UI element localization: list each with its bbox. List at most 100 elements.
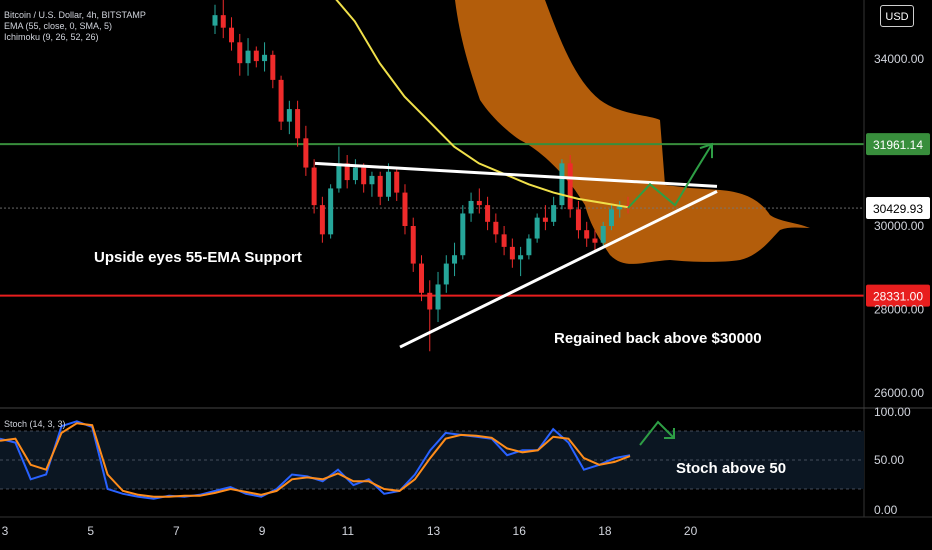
- projection-path: [627, 143, 713, 209]
- stoch-line-1: [0, 422, 631, 498]
- stoch-legend: Stoch (14, 3, 3): [4, 419, 66, 429]
- candle-body-9: [286, 109, 292, 122]
- candle-body-37: [518, 255, 524, 260]
- candle-body-5: [253, 50, 259, 62]
- ema-annotation: Upside eyes 55-EMA Support: [94, 249, 302, 266]
- candle-body-0: [212, 15, 218, 26]
- candle-body-4: [245, 50, 251, 64]
- legend-ema: EMA (55, close, 0, SMA, 5): [4, 21, 113, 31]
- stoch-arrow: [639, 420, 675, 446]
- candle-body-26: [427, 292, 433, 310]
- candle-body-34: [493, 221, 499, 235]
- candle-body-44: [575, 209, 581, 231]
- candle-body-29: [452, 255, 458, 264]
- candle-body-7: [270, 54, 276, 80]
- time-axis[interactable]: 3 5 7 9 11 13 16 18 20: [0, 516, 932, 538]
- price-tick-2: 28000.00: [874, 303, 924, 317]
- candle-body-45: [584, 230, 590, 239]
- legend-symbol: Bitcoin / U.S. Dollar, 4h, BITSTAMP: [4, 10, 146, 20]
- time-tick-7: 18: [598, 524, 612, 538]
- candle-body-23: [402, 192, 408, 226]
- price-axis[interactable]: 34000.00 30000.00 28000.00 26000.00: [863, 0, 924, 517]
- candle-body-13: [319, 205, 325, 235]
- candle-body-10: [295, 109, 301, 139]
- candle-body-17: [352, 167, 358, 181]
- price-tick-3: 26000.00: [874, 386, 924, 400]
- stoch-arrowhead: [664, 428, 675, 439]
- candles: [212, 0, 631, 352]
- stoch-tick-2: 0.00: [874, 503, 898, 517]
- triangle-upper-line: [314, 161, 718, 188]
- candle-body-40: [542, 217, 548, 222]
- candle-body-42: [559, 163, 565, 206]
- stoch-panel: 100.00 50.00 0.00: [0, 405, 932, 517]
- candle-body-41: [551, 205, 557, 222]
- time-tick-6: 16: [513, 524, 527, 538]
- time-tick-3: 9: [259, 524, 266, 538]
- candle-body-20: [377, 175, 383, 197]
- candle-body-22: [394, 171, 400, 193]
- candle-body-46: [592, 238, 598, 243]
- candle-body-8: [278, 79, 284, 122]
- stoch-annotation: Stoch above 50: [676, 460, 787, 477]
- time-tick-2: 7: [173, 524, 180, 538]
- ema-line-path: [335, 0, 629, 209]
- level-label-0: 31961.14: [873, 138, 923, 152]
- price-levels: 31961.14 30429.93 28331.00: [0, 133, 930, 307]
- time-tick-5: 13: [427, 524, 441, 538]
- level-label-1: 30429.93: [873, 202, 923, 216]
- triangle-pattern: [314, 161, 718, 349]
- candle-body-15: [336, 163, 342, 189]
- ema-line: [335, 0, 629, 209]
- candle-body-49: [617, 205, 623, 210]
- candle-body-3: [237, 42, 243, 64]
- candle-body-12: [311, 167, 317, 206]
- candle-body-16: [344, 163, 350, 181]
- stoch-tick-1: 50.00: [874, 453, 904, 467]
- candle-body-38: [526, 238, 532, 256]
- candle-body-31: [468, 200, 474, 214]
- candle-body-19: [369, 175, 375, 185]
- candle-body-36: [509, 246, 515, 260]
- legend-ichimoku: Ichimoku (9, 26, 52, 26): [4, 32, 99, 42]
- candle-body-47: [600, 226, 606, 243]
- level-label-2: 28331.00: [873, 290, 923, 304]
- chart-legend: Bitcoin / U.S. Dollar, 4h, BITSTAMP EMA …: [4, 10, 146, 43]
- time-tick-1: 5: [87, 524, 94, 538]
- candle-body-28: [443, 263, 449, 285]
- candle-body-18: [361, 167, 367, 185]
- candle-body-39: [534, 217, 540, 239]
- ichimoku-cloud: [455, 0, 810, 264]
- candle-body-35: [501, 234, 507, 247]
- triangle-lower-line: [399, 190, 718, 349]
- candle-body-48: [608, 209, 614, 226]
- currency-button[interactable]: USD: [880, 5, 914, 27]
- level-tag-2: [866, 284, 930, 307]
- candle-body-21: [385, 171, 391, 197]
- candle-body-27: [435, 284, 441, 310]
- price-tick-1: 30000.00: [874, 219, 924, 233]
- candle-body-1: [220, 15, 226, 28]
- projection-arrow: [627, 142, 713, 209]
- candle-body-32: [476, 200, 482, 206]
- time-tick-0: 3: [2, 524, 9, 538]
- stoch-tick-0: 100.00: [874, 405, 911, 419]
- time-tick-8: 20: [684, 524, 698, 538]
- candle-body-11: [303, 138, 309, 168]
- candle-body-33: [485, 205, 491, 222]
- time-tick-4: 11: [342, 524, 355, 538]
- candle-body-25: [419, 263, 424, 293]
- cloud-body: [455, 0, 810, 264]
- candle-body-30: [460, 213, 466, 256]
- candle-body-2: [229, 27, 235, 43]
- price-annotation: Regained back above $30000: [554, 330, 762, 347]
- level-tag-1: [866, 197, 930, 220]
- price-tick-0: 34000.00: [874, 52, 924, 66]
- projection-arrowhead: [699, 142, 713, 159]
- candle-body-14: [328, 188, 334, 235]
- candle-body-24: [410, 226, 416, 264]
- candle-body-6: [262, 54, 268, 62]
- level-tag-0: [866, 133, 930, 156]
- candle-body-43: [567, 163, 573, 210]
